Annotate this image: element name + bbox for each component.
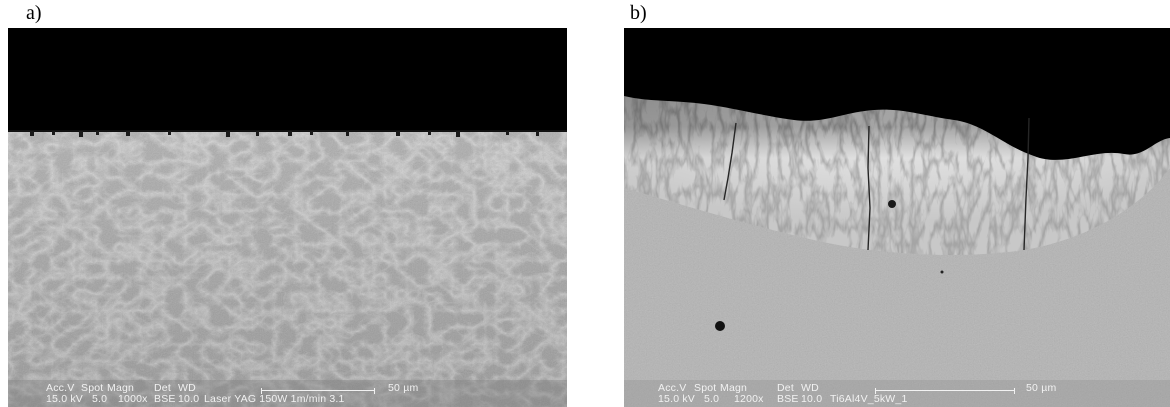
sem-databar-a: Acc.V Spot Magn Det WD 50 µm 15.0 kV 5.0… — [8, 381, 567, 407]
wd-value-b: 10.0 — [801, 393, 823, 405]
micrograph-b-image — [624, 28, 1170, 407]
det-value-b: BSE — [777, 393, 799, 405]
wd-value-a: 10.0 — [178, 393, 200, 405]
magn-label-b: Magn — [720, 382, 748, 394]
accv-label-a: Acc.V — [46, 382, 75, 394]
sample-name-b: Ti6Al4V_5kW_1 — [830, 393, 908, 405]
void-region-a — [8, 28, 567, 132]
micrograph-a-image — [8, 28, 567, 407]
sem-micrograph-a: Acc.V Spot Magn Det WD 50 µm 15.0 kV 5.0… — [8, 28, 567, 407]
wd-label-a: WD — [178, 382, 196, 394]
spot-label-a: Spot — [81, 382, 104, 394]
scale-bar-b — [875, 388, 1015, 394]
magn-label-a: Magn — [107, 382, 135, 394]
spot-value-b: 5.0 — [704, 393, 720, 405]
scale-value-a: 50 µm — [388, 382, 419, 394]
surface-pores-a — [30, 131, 539, 137]
sem-micrograph-b: Acc.V Spot Magn Det WD 50 µm 15.0 kV 5.0… — [624, 28, 1170, 407]
accv-label-b: Acc.V — [658, 382, 687, 394]
scale-bar-a — [261, 388, 375, 394]
scale-value-b: 50 µm — [1026, 382, 1057, 394]
accv-value-a: 15.0 kV — [46, 393, 84, 405]
accv-value-b: 15.0 kV — [658, 393, 696, 405]
panel-b-label: b) — [630, 2, 647, 24]
wd-label-b: WD — [801, 382, 819, 394]
sem-databar-b: Acc.V Spot Magn Det WD 50 µm 15.0 kV 5.0… — [624, 381, 1170, 407]
det-label-b: Det — [777, 382, 794, 394]
pore-b2 — [715, 321, 725, 331]
panel-a-label: a) — [26, 2, 42, 24]
magn-value-b: 1200x — [734, 393, 764, 405]
cracks-b — [723, 117, 1030, 251]
spot-value-a: 5.0 — [92, 393, 108, 405]
det-label-a: Det — [154, 382, 171, 394]
magn-value-a: 1000x — [118, 393, 148, 405]
sample-name-a: Laser YAG 150W 1m/min 3.1 — [204, 393, 345, 405]
det-value-a: BSE — [154, 393, 176, 405]
spot-label-b: Spot — [694, 382, 717, 394]
pore-b1 — [888, 200, 896, 208]
